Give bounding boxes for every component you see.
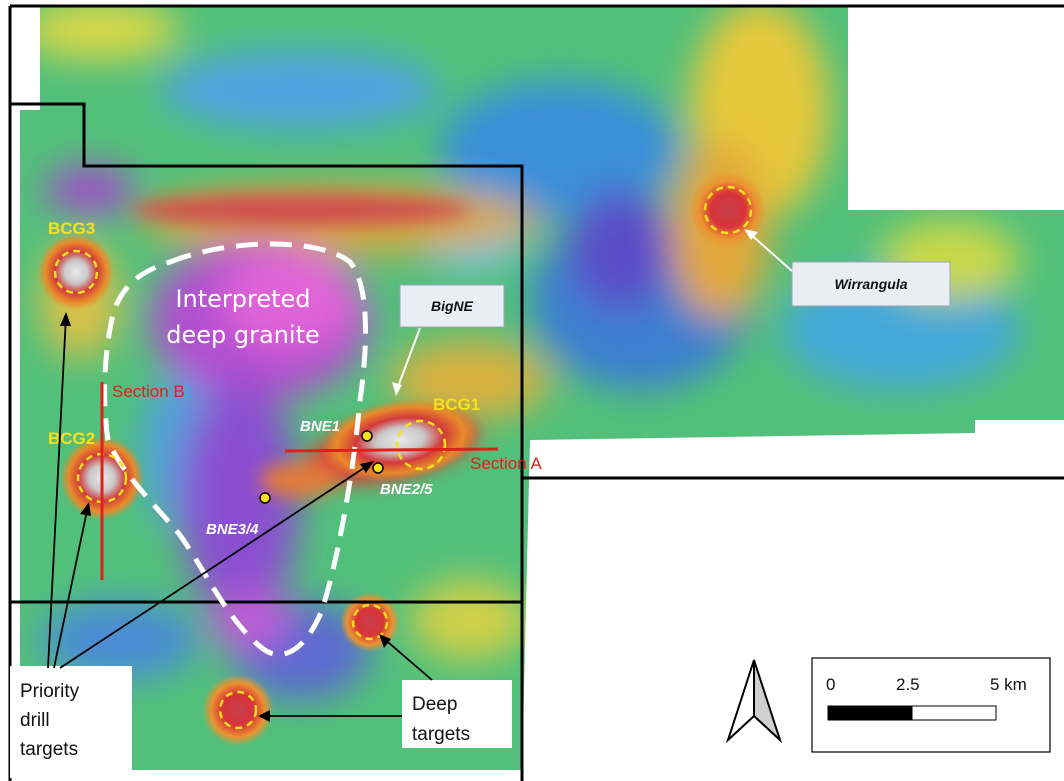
target-ring-bcg1 bbox=[395, 419, 447, 471]
target-label-bcg1: BCG1 bbox=[433, 395, 480, 414]
north-arrow-icon bbox=[725, 659, 783, 744]
section-a-line bbox=[284, 447, 499, 453]
pointer-arrowheads bbox=[60, 312, 391, 722]
target-ring-deep-south bbox=[218, 690, 258, 730]
section-a-label: Section A bbox=[470, 454, 542, 473]
prospect-dot-bne1 bbox=[361, 430, 373, 442]
target-ring-deep-north bbox=[351, 603, 389, 641]
note-priority-line3: targets bbox=[20, 739, 78, 760]
target-label-bcg2: BCG2 bbox=[48, 429, 95, 448]
section-lines bbox=[100, 382, 499, 580]
tenement-boundaries bbox=[8, 4, 1064, 781]
section-b-label: Section B bbox=[112, 382, 185, 401]
prospect-label-bne3-4: BNE3/4 bbox=[206, 521, 259, 538]
note-deep-line2: targets bbox=[412, 724, 470, 745]
callout-wirrangula-text: Wirrangula bbox=[835, 276, 908, 292]
target-ring-wirrangula bbox=[703, 185, 753, 235]
prospect-label-bne2-5: BNE2/5 bbox=[380, 481, 433, 498]
scale-label-0: 0 bbox=[826, 675, 835, 694]
scale-label-5km: 5 km bbox=[990, 675, 1027, 694]
callout-wirrangula: Wirrangula bbox=[744, 229, 951, 307]
target-ring-bcg3 bbox=[53, 249, 99, 295]
granite-label-line1: Interpreted bbox=[175, 285, 310, 313]
granite-outline bbox=[102, 241, 369, 657]
prospect-label-bne1: BNE1 bbox=[300, 418, 340, 435]
target-label-bcg3: BCG3 bbox=[48, 219, 95, 238]
note-priority-line2: drill bbox=[20, 710, 50, 731]
pointer-arrows bbox=[47, 315, 433, 717]
granite-label-line2: deep granite bbox=[166, 321, 320, 349]
note-priority-line1: Priority bbox=[20, 681, 80, 702]
prospect-dot-bne3-4 bbox=[259, 492, 271, 504]
prospect-dots bbox=[259, 430, 384, 504]
scale-label-2-5: 2.5 bbox=[896, 675, 920, 694]
prospect-dot-bne2-5 bbox=[372, 462, 384, 474]
note-deep-targets: Deep targets bbox=[402, 680, 512, 748]
scale-bar: 0 2.5 5 km bbox=[811, 657, 1051, 753]
callout-bigne: BigNE bbox=[392, 284, 505, 396]
note-deep-line1: Deep bbox=[412, 694, 457, 715]
note-priority-drill-targets: Priority drill targets bbox=[10, 666, 132, 778]
callout-bigne-text: BigNE bbox=[431, 298, 474, 314]
